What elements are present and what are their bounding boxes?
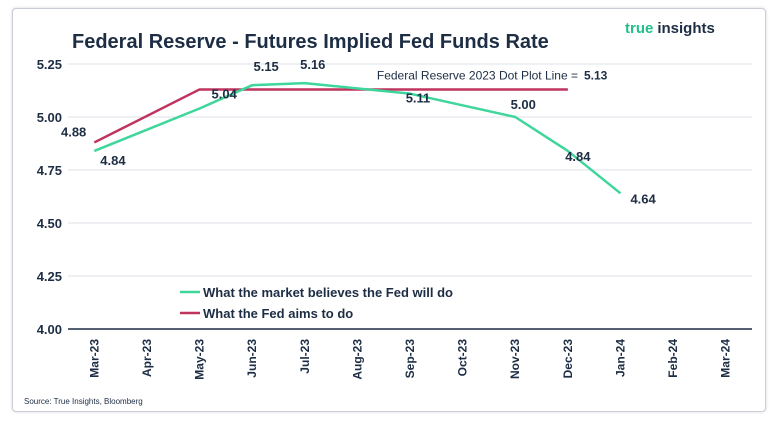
x-axis-ticks: Mar-23 Apr-23 May-23 Jun-23 Jul-23 Aug-23 Sep-… xyxy=(87,339,732,380)
data-labels: 4.84 5.04 5.15 5.16 5.11 5.00 4.84 4.64 4.88 xyxy=(61,57,657,206)
y-tick-label: 5.00 xyxy=(37,110,62,125)
y-tick-label: 5.25 xyxy=(37,57,62,72)
annotation-value: 5.13 xyxy=(584,68,608,82)
data-label: 4.84 xyxy=(565,149,591,164)
legend-label: What the Fed aims to do xyxy=(203,306,353,321)
series-lines xyxy=(93,81,622,195)
x-tick-label: May-23 xyxy=(193,339,207,380)
data-label: 4.64 xyxy=(630,191,656,206)
data-label: 5.15 xyxy=(253,59,278,74)
y-tick-label: 4.00 xyxy=(37,322,62,337)
x-tick-label: Jun-23 xyxy=(245,339,259,378)
source-note: Source: True Insights, Bloomberg xyxy=(24,397,143,406)
x-tick-label: Mar-24 xyxy=(719,339,733,378)
y-tick-label: 4.50 xyxy=(37,216,62,231)
chart-title: Federal Reserve - Futures Implied Fed Fu… xyxy=(72,31,549,53)
brand-logo-part2: insights xyxy=(657,20,715,37)
x-tick-label: Nov-23 xyxy=(508,339,522,379)
data-label: 5.16 xyxy=(300,57,325,72)
x-tick-label: Apr-23 xyxy=(140,339,154,377)
x-tick-label: Feb-24 xyxy=(666,339,680,378)
legend: What the market believes the Fed will do… xyxy=(180,285,453,321)
y-axis-ticks: 4.00 4.25 4.50 4.75 5.00 5.25 xyxy=(37,57,62,337)
y-gridlines xyxy=(68,63,752,330)
legend-label: What the market believes the Fed will do xyxy=(203,285,453,300)
brand-logo-part1: true xyxy=(625,20,653,37)
y-tick-label: 4.75 xyxy=(37,163,62,178)
annotation-text: Federal Reserve 2023 Dot Plot Line = xyxy=(377,68,578,82)
series-line xyxy=(93,88,568,144)
data-label: 5.04 xyxy=(212,87,238,102)
data-label: 4.84 xyxy=(100,153,126,168)
data-label: 5.00 xyxy=(511,97,536,112)
x-tick-label: Sep-23 xyxy=(403,339,417,379)
x-tick-label: Jan-24 xyxy=(613,339,627,377)
y-tick-label: 4.25 xyxy=(37,269,62,284)
x-tick-label: Dec-23 xyxy=(561,339,575,379)
x-tick-label: Oct-23 xyxy=(456,339,470,377)
x-tick-label: Aug-23 xyxy=(350,339,364,380)
series-line xyxy=(93,81,622,195)
data-label: 5.11 xyxy=(406,91,431,106)
dot-plot-annotation: Federal Reserve 2023 Dot Plot Line = 5.13 xyxy=(377,68,608,82)
x-tick-label: Mar-23 xyxy=(87,339,101,378)
brand-logo: true insights xyxy=(625,20,715,37)
chart-frame xyxy=(12,8,766,412)
x-tick-label: Jul-23 xyxy=(298,339,312,374)
data-label: 4.88 xyxy=(61,124,86,139)
